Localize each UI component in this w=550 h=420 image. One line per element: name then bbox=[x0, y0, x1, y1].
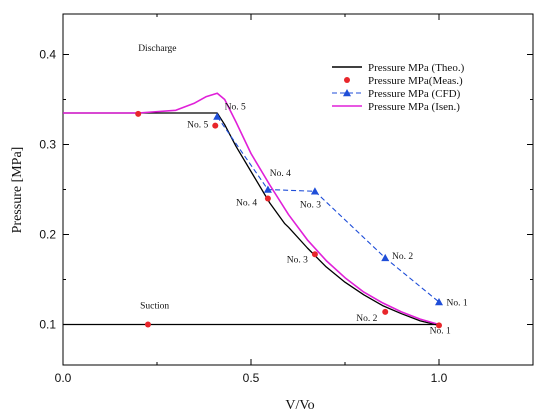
annotation-label: No. 2 bbox=[392, 252, 413, 262]
annotations: Discharge Suction No. 5 No. 5 No. 4 No. 4 No. … bbox=[138, 44, 468, 337]
x-tick-label: 0.0 bbox=[55, 371, 72, 385]
cfd-point bbox=[263, 185, 272, 193]
meas-point bbox=[264, 195, 271, 202]
x-axis-title: V/Vo bbox=[285, 398, 314, 413]
x-tick-label: 0.5 bbox=[243, 371, 260, 385]
y-tick-label: 0.2 bbox=[39, 228, 56, 242]
series-line bbox=[63, 112, 440, 327]
meas-point bbox=[212, 122, 219, 129]
legend-swatch-triangle bbox=[343, 89, 351, 97]
legend: Pressure MPa (Theo.)Pressure MPa(Meas.)P… bbox=[332, 62, 465, 113]
annotation-label: No. 1 bbox=[430, 327, 451, 337]
y-axis-title: Pressure [MPa] bbox=[10, 147, 25, 234]
cfd-point bbox=[435, 298, 443, 306]
axis-ticks: 0.0 0.5 1.0 0.1 0.2 0.3 0.4 bbox=[39, 14, 533, 385]
meas-point bbox=[135, 110, 142, 117]
annotation-label: No. 2 bbox=[356, 314, 377, 324]
x-tick-label: 1.0 bbox=[431, 371, 448, 385]
legend-entry-label: Pressure MPa (Isen.) bbox=[368, 101, 460, 113]
meas-point bbox=[436, 322, 442, 329]
meas-point bbox=[144, 321, 151, 328]
annotation-label: No. 4 bbox=[236, 199, 257, 209]
annotation-label: No. 3 bbox=[300, 201, 321, 211]
cfd-point bbox=[310, 187, 319, 195]
legend-entry-label: Pressure MPa(Meas.) bbox=[368, 75, 463, 87]
cfd-point bbox=[381, 253, 390, 262]
series-markers bbox=[135, 110, 443, 329]
annotation-label: No. 5 bbox=[187, 120, 208, 130]
cfd-point bbox=[213, 112, 222, 120]
series-line bbox=[63, 92, 440, 326]
annotation-label: Suction bbox=[140, 301, 169, 311]
annotation-label: No. 4 bbox=[270, 169, 291, 179]
annotation-label: No. 3 bbox=[287, 255, 308, 265]
annotation-label: No. 5 bbox=[225, 102, 246, 112]
annotation-label: No. 1 bbox=[447, 299, 468, 309]
meas-point bbox=[311, 251, 318, 258]
y-tick-label: 0.4 bbox=[39, 48, 56, 62]
y-tick-label: 0.1 bbox=[39, 318, 56, 332]
legend-swatch-dot bbox=[344, 77, 350, 83]
annotation-label: Discharge bbox=[138, 44, 176, 54]
meas-point bbox=[382, 308, 389, 315]
legend-entry-label: Pressure MPa (CFD) bbox=[368, 88, 461, 100]
legend-entry-label: Pressure MPa (Theo.) bbox=[368, 62, 465, 74]
y-tick-label: 0.3 bbox=[39, 138, 56, 152]
series-lines bbox=[63, 92, 440, 327]
series-line-dashed bbox=[216, 116, 440, 303]
